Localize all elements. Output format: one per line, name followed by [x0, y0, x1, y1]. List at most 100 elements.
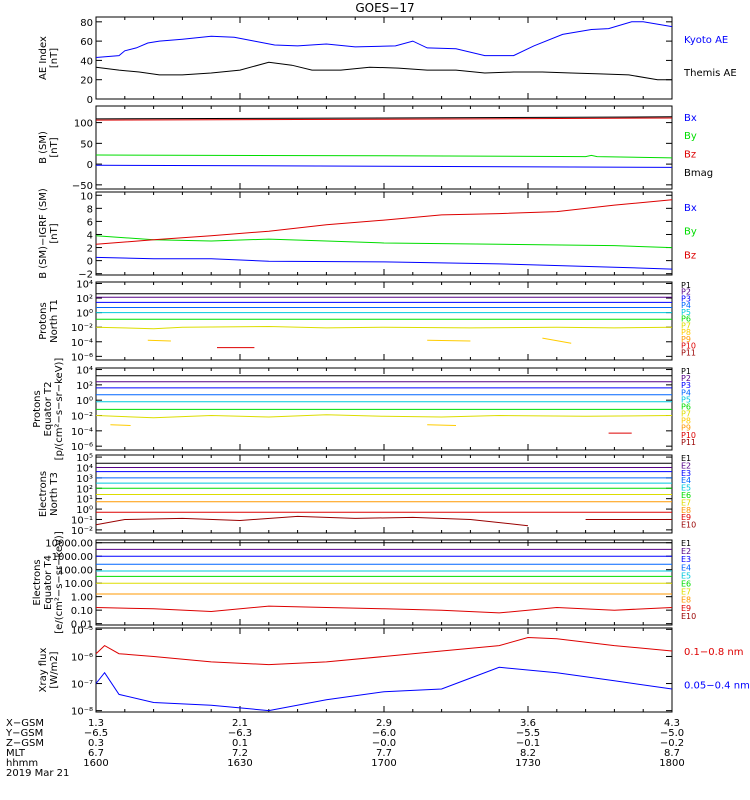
panel-frame: [95, 627, 673, 713]
legend-entry: P2: [681, 288, 691, 297]
y-tick-label: 10⁻⁸: [71, 707, 93, 718]
legend-entry: P1: [681, 367, 691, 376]
y-tick-label: 10¹: [76, 495, 93, 506]
series-line-kyoto-ae: [95, 21, 673, 58]
y-axis-label-line: Electrons: [38, 471, 49, 517]
legend-entry: P2: [681, 374, 691, 383]
y-tick-label: 0: [87, 257, 93, 268]
panel-1: −50 0 50 100 B (SM)[nT] Bx By Bz Bmag: [38, 105, 713, 192]
ephemeris-value: −5.0: [660, 728, 684, 739]
series-line-by: [95, 154, 673, 159]
panel-frame: [95, 16, 673, 100]
y-axis-label-line: [e/(cm²−s−sr−keV)]: [54, 531, 65, 634]
legend-entry: P10: [681, 431, 696, 440]
legend-entry: Bx: [684, 203, 697, 214]
ephemeris-value: 1630: [227, 758, 252, 769]
legend-entry: E5: [681, 571, 691, 580]
y-tick-label: 10²: [76, 381, 93, 392]
y-tick-label: 100: [74, 119, 93, 130]
ephemeris-value: −0.2: [660, 738, 684, 749]
legend-entry: E9: [681, 513, 691, 522]
legend-entry: P5: [681, 395, 691, 404]
y-axis-label-line: [nT]: [49, 48, 60, 68]
legend-entry: E9: [681, 604, 691, 613]
series-line-p8: [110, 424, 457, 426]
series-line-bmag: [95, 116, 673, 120]
panel-frame: [95, 191, 673, 276]
figure-title: GOES−17: [355, 1, 414, 15]
y-axis-label: AE Index[nT]: [38, 36, 60, 80]
ephemeris-row-label: Y−GSM: [5, 728, 43, 739]
y-tick-label: 2: [87, 244, 93, 255]
panel-2: −2 0 2 4 6 8 10 B (SM)−IGRF (SM)[nT] Bx By Bz: [38, 188, 697, 281]
legend-entry: E10: [681, 612, 696, 621]
legend-entry: P9: [681, 335, 691, 344]
ephemeris-value: 2.9: [376, 718, 392, 729]
y-tick-label: 10⁴: [76, 366, 93, 377]
legend-entry: E6: [681, 580, 691, 589]
series-line-0-1-0-8-nm: [95, 636, 673, 666]
legend-entry: P5: [681, 308, 691, 317]
y-tick-label: 10⁻⁴: [71, 427, 93, 438]
panel-6: 0.01 0.10 1.00 10.00 100.00 1000.00 10000.00El…: [32, 531, 696, 634]
legend-entry: E7: [681, 498, 691, 507]
date-label: 2019 Mar 21: [6, 768, 69, 779]
legend-entry: E10: [681, 521, 696, 530]
y-tick-label: 10⁻²: [71, 323, 93, 334]
legend-entry: P3: [681, 294, 691, 303]
y-tick-label: 0.10: [71, 606, 93, 617]
ephemeris-row-label: hhmm: [6, 758, 38, 769]
legend-entry: E1: [681, 539, 691, 548]
y-tick-label: 40: [80, 56, 93, 67]
y-axis-label-line: Equator T4: [43, 555, 54, 610]
y-axis-label-line: Xray flux: [38, 648, 49, 693]
y-tick-label: 10²: [76, 484, 93, 495]
series-line-0-05-0-4-nm: [95, 666, 673, 712]
ephemeris-row-label: X−GSM: [6, 718, 44, 729]
y-axis-label-line: [p/(cm²−s−sr−keV)]: [54, 358, 65, 461]
legend-entry: E4: [681, 563, 691, 572]
y-tick-label: 8: [87, 204, 93, 215]
panel-frame: [95, 539, 673, 626]
y-tick-label: 10⁴: [76, 463, 93, 474]
y-tick-label: 10⁻⁷: [71, 680, 93, 691]
ephemeris-value: 3.6: [520, 718, 536, 729]
ephemeris-value: −6.0: [372, 728, 396, 739]
legend-entry: E6: [681, 491, 691, 500]
y-tick-label: 10⁻²: [71, 412, 93, 423]
y-axis-label: ElectronsEquator T4[e/(cm²−s−sr−keV)]: [32, 531, 65, 634]
ephemeris-value: 7.2: [232, 748, 248, 759]
series-line-p8: [147, 337, 572, 344]
series-line-e9: [95, 605, 673, 614]
legend-entry: Bmag: [684, 168, 713, 179]
legend-entry: P6: [681, 402, 691, 411]
y-tick-label: 0: [87, 160, 93, 171]
ephemeris-value: −6.5: [84, 728, 108, 739]
ephemeris-value: 1800: [659, 758, 684, 769]
ephemeris-value: −5.5: [516, 728, 540, 739]
legend-entry: E8: [681, 596, 691, 605]
y-axis-label: B (SM)−IGRF (SM)[nT]: [38, 188, 60, 279]
legend-entry: E3: [681, 555, 691, 564]
panel-0: 0 20 40 60 80 AE Index[nT] Kyoto AE Themis AE: [38, 16, 737, 106]
legend-entry: P9: [681, 424, 691, 433]
y-tick-label: 1.00: [71, 593, 93, 604]
y-axis-label-line: [nT]: [49, 223, 60, 243]
ephemeris-value: 0.1: [232, 738, 248, 749]
y-tick-label: 10²: [76, 294, 93, 305]
ephemeris-value: −6.3: [228, 728, 252, 739]
y-tick-label: 0.01: [71, 620, 93, 631]
y-tick-label: −2: [78, 270, 93, 281]
legend-entry: Bx: [684, 113, 697, 124]
y-axis-label-line: Protons: [32, 390, 43, 427]
ephemeris-row-label: Z−GSM: [6, 738, 44, 749]
legend-entry: P11: [681, 438, 696, 447]
y-axis-label-line: B (SM): [38, 131, 49, 164]
y-axis-label: Xray flux[W/m2]: [38, 648, 60, 693]
y-tick-label: 10⁻¹: [71, 515, 93, 526]
series-line-bx: [95, 256, 673, 270]
legend-entry: P3: [681, 381, 691, 390]
series-line-p7: [95, 414, 673, 419]
